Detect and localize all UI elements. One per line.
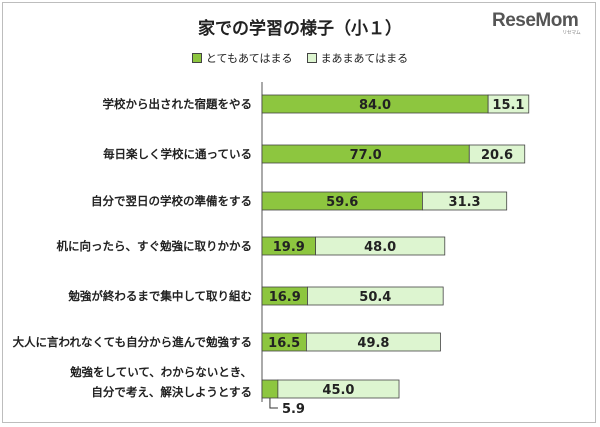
category-label: 勉強をしていて、わからないとき、自分で考え、解決しようとする bbox=[70, 362, 252, 402]
value-label-series1: 19.9 bbox=[273, 240, 305, 255]
brand-logo: ReseMom リセマム bbox=[492, 10, 581, 36]
value-label-series2: 48.0 bbox=[364, 240, 396, 255]
category-label-line: 自分で考え、解決しようとする bbox=[91, 385, 252, 399]
chart-title: 家での学習の様子（小１） bbox=[198, 19, 402, 39]
value-label-series1: 84.0 bbox=[359, 98, 391, 113]
legend-label-series1: とてもあてはまる bbox=[205, 52, 293, 65]
category-label: 勉強が終わるまで集中して取り組む bbox=[68, 288, 252, 305]
bar-series2 bbox=[277, 379, 400, 399]
value-label-series2: 45.0 bbox=[322, 383, 354, 398]
legend-swatch-series2 bbox=[306, 53, 317, 63]
legend-item-series2: まあまあてはまる bbox=[306, 50, 409, 66]
category-label: 毎日楽しく学校に通っている bbox=[103, 146, 252, 163]
value-label-series2: 50.4 bbox=[359, 290, 391, 305]
category-label-line: 大人に言われなくても自分から進んで勉強する bbox=[12, 334, 252, 349]
category-label: 大人に言われなくても自分から進んで勉強する bbox=[13, 334, 252, 351]
value-label-series2: 15.1 bbox=[492, 98, 524, 113]
bar-series2 bbox=[422, 191, 508, 211]
legend-item-series1: とてもあてはまる bbox=[191, 50, 293, 66]
value-label-series2: 31.3 bbox=[449, 195, 481, 210]
legend-swatch-series1 bbox=[191, 53, 202, 63]
value-label-series1: 5.9 bbox=[282, 402, 305, 417]
category-label: 学校から出された宿題をやる bbox=[103, 96, 253, 113]
bar-series2 bbox=[487, 94, 530, 114]
category-label-line: 学校から出された宿題をやる bbox=[102, 96, 253, 111]
bar-series1 bbox=[261, 379, 279, 399]
category-label-line: 勉強をしていて、わからないとき、 bbox=[70, 365, 252, 379]
category-label-line: 勉強が終わるまで集中して取り組む bbox=[68, 288, 252, 303]
chart-frame bbox=[2, 2, 596, 423]
value-label-series2: 20.6 bbox=[481, 148, 513, 163]
value-label-series1: 77.0 bbox=[350, 148, 382, 163]
category-label-line: 毎日楽しく学校に通っている bbox=[103, 146, 252, 161]
bar-series2 bbox=[468, 144, 526, 164]
category-label: 自分で翌日の学校の準備をする bbox=[91, 193, 252, 210]
legend: とてもあてはまる まあまあてはまる bbox=[0, 50, 600, 66]
brand-name: ReseMom bbox=[492, 10, 579, 31]
category-label-line: 自分で翌日の学校の準備をする bbox=[91, 193, 252, 208]
bar-series2 bbox=[306, 332, 441, 352]
value-callout-line bbox=[269, 398, 278, 409]
legend-label-series2: まあまあてはまる bbox=[320, 52, 409, 65]
value-label-series1: 16.9 bbox=[269, 290, 301, 305]
bar-series2 bbox=[315, 236, 446, 256]
value-label-series1: 59.6 bbox=[326, 195, 358, 210]
value-label-series1: 16.5 bbox=[268, 336, 300, 351]
category-label: 机に向ったら、すぐ勉強に取りかかる bbox=[57, 238, 253, 255]
value-label-series2: 49.8 bbox=[357, 336, 389, 351]
brand-tm: リセマム bbox=[562, 30, 581, 36]
bar-series2 bbox=[307, 286, 444, 306]
category-label-line: 机に向ったら、すぐ勉強に取りかかる bbox=[56, 238, 253, 253]
